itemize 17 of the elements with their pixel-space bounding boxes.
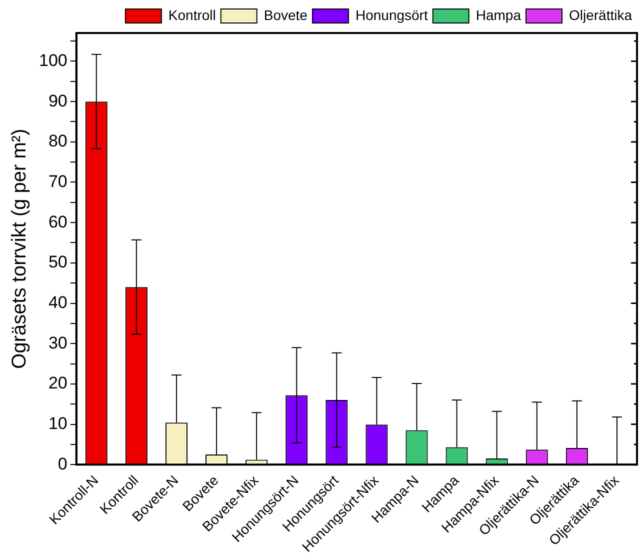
legend-label: Hampa (476, 6, 522, 23)
y-tick-label: 10 (48, 414, 68, 433)
y-tick-label: 30 (48, 333, 68, 352)
y-tick-label: 90 (48, 91, 68, 110)
y-tick-label: 80 (48, 132, 68, 151)
legend-label: Honungsört (355, 6, 428, 23)
y-tick-label: 40 (48, 292, 68, 312)
y-tick-label: 50 (48, 252, 68, 272)
y-tick-label: 0 (58, 454, 68, 474)
legend-label: Oljerättika (568, 6, 632, 23)
y-tick-label: 70 (48, 172, 68, 191)
y-axis-title: Ogräsets torrvikt (g per m²) (8, 128, 31, 369)
y-tick-label: 100 (38, 50, 68, 70)
y-tick-label: 20 (48, 374, 68, 393)
legend-label: Kontroll (168, 6, 216, 23)
y-tick-label: 60 (48, 212, 68, 232)
legend-label: Bovete (264, 6, 308, 23)
